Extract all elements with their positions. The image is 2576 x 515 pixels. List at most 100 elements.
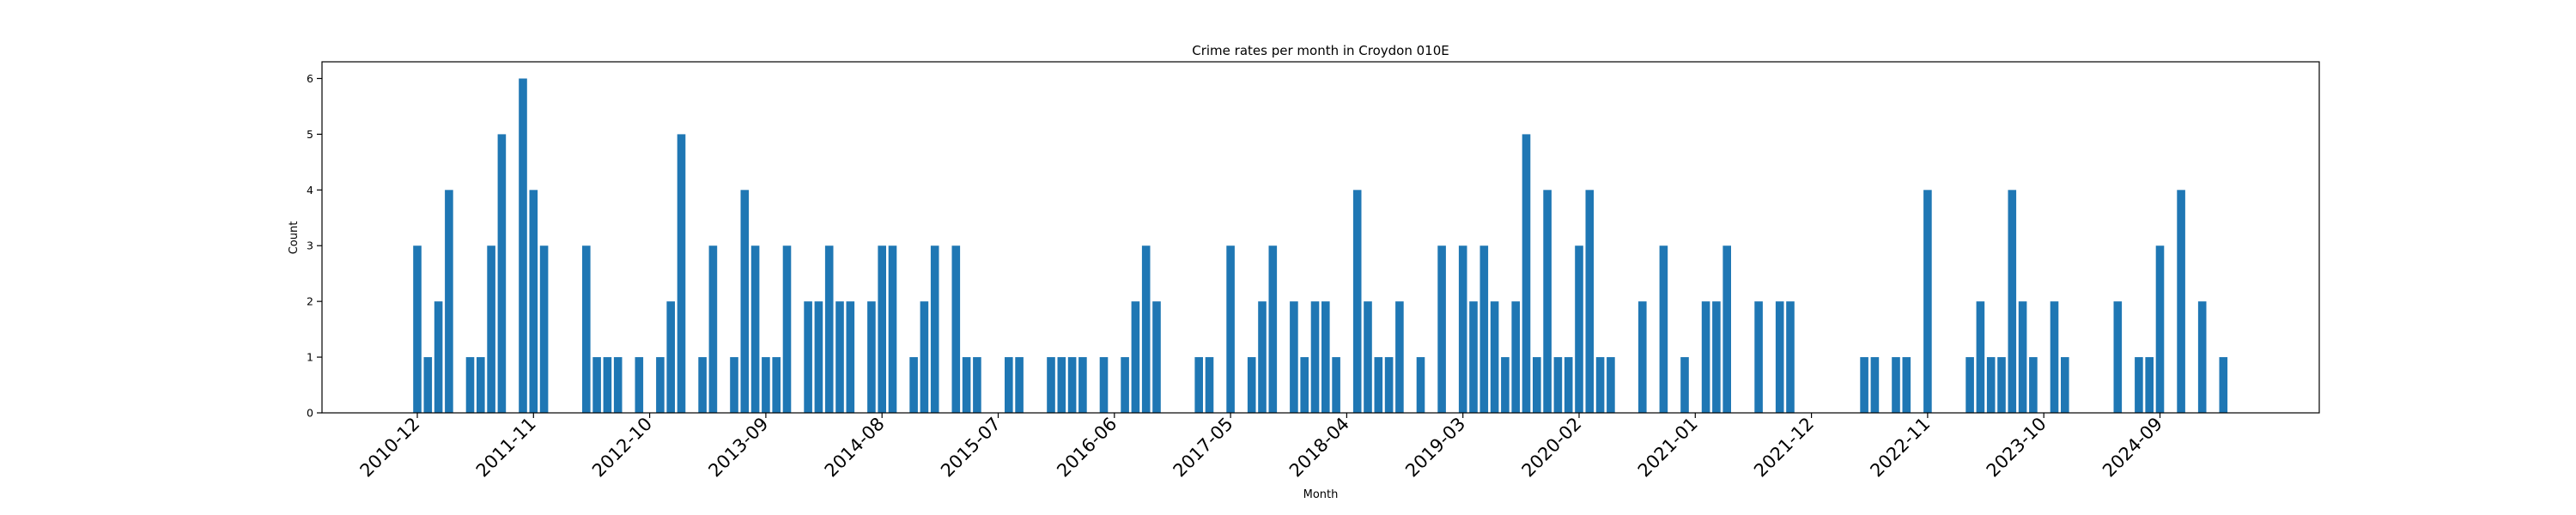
bar	[1310, 301, 1320, 413]
bar	[592, 357, 601, 413]
bar	[2018, 301, 2027, 413]
bar	[1067, 357, 1077, 413]
bar	[2029, 357, 2038, 413]
bar	[1501, 357, 1510, 413]
bar	[1754, 301, 1763, 413]
bar	[1469, 301, 1478, 413]
y-tick-label: 3	[307, 239, 313, 252]
bar	[804, 301, 812, 413]
bar	[445, 190, 453, 413]
bar	[1321, 301, 1330, 413]
bar	[1870, 357, 1880, 413]
bar	[2050, 301, 2059, 413]
bar	[1595, 357, 1605, 413]
y-tick-label: 6	[307, 72, 313, 85]
bar	[1543, 190, 1552, 413]
bars	[413, 78, 2228, 413]
bar	[1638, 301, 1647, 413]
bar	[656, 357, 665, 413]
bar	[1976, 301, 1985, 413]
bar	[1152, 301, 1161, 413]
bar	[1247, 357, 1256, 413]
bar	[487, 245, 495, 413]
bar	[1015, 357, 1024, 413]
bar	[1005, 357, 1013, 413]
bar	[824, 245, 834, 413]
bar	[1131, 301, 1140, 413]
bar	[973, 357, 981, 413]
bar	[1395, 301, 1404, 413]
bar	[529, 190, 538, 413]
bar	[1374, 357, 1383, 413]
bar	[1511, 301, 1520, 413]
bar	[1332, 357, 1340, 413]
bar	[539, 245, 549, 413]
bar	[878, 245, 886, 413]
bar	[1680, 357, 1689, 413]
bar	[1533, 357, 1541, 413]
y-tick-label: 0	[307, 407, 313, 420]
chart-title: Crime rates per month in Croydon 010E	[1192, 43, 1449, 58]
y-tick-label: 4	[307, 184, 313, 197]
bar	[867, 301, 876, 413]
bar	[1902, 357, 1911, 413]
bar	[1268, 245, 1278, 413]
bar	[1078, 357, 1087, 413]
bar	[2177, 190, 2185, 413]
bar	[477, 357, 485, 413]
bar	[698, 357, 707, 413]
bar	[465, 357, 475, 413]
bar	[1416, 357, 1425, 413]
bar	[1364, 301, 1372, 413]
bar	[1564, 357, 1573, 413]
bar	[413, 245, 422, 413]
bar	[1786, 301, 1795, 413]
bar	[1892, 357, 1900, 413]
bar	[1553, 357, 1563, 413]
bar	[1965, 357, 1974, 413]
plot-frame	[321, 61, 2320, 414]
bar	[1258, 301, 1267, 413]
bar	[1437, 245, 1446, 413]
bar	[1057, 357, 1066, 413]
bar	[782, 245, 792, 413]
bar	[1490, 301, 1499, 413]
bar	[930, 245, 939, 413]
bar	[497, 134, 507, 413]
bar	[613, 357, 623, 413]
y-axis-label: Count	[288, 221, 301, 255]
bar	[2219, 357, 2228, 413]
bar	[1986, 357, 1996, 413]
bar	[730, 357, 738, 413]
bar	[2145, 357, 2154, 413]
bar	[762, 357, 770, 413]
bar	[1226, 245, 1235, 413]
bar	[1384, 357, 1394, 413]
bar	[1047, 357, 1055, 413]
bar	[2008, 190, 2017, 413]
bar	[750, 245, 760, 413]
bar	[2061, 357, 2069, 413]
bar	[962, 357, 971, 413]
bar	[582, 245, 591, 413]
bar	[888, 245, 897, 413]
y-tick-label: 1	[307, 351, 313, 364]
bar	[909, 357, 918, 413]
bar	[635, 357, 644, 413]
y-tick-label: 2	[307, 295, 313, 308]
bar	[740, 190, 750, 413]
bar	[2197, 301, 2207, 413]
bar	[2113, 301, 2123, 413]
bar	[1775, 301, 1784, 413]
bar	[1607, 357, 1615, 413]
bar	[1300, 357, 1309, 413]
bar	[1923, 190, 1932, 413]
bar	[1701, 301, 1710, 413]
bar	[814, 301, 823, 413]
bar	[1099, 357, 1109, 413]
bar	[1352, 190, 1362, 413]
bar	[772, 357, 781, 413]
bar	[1121, 357, 1129, 413]
